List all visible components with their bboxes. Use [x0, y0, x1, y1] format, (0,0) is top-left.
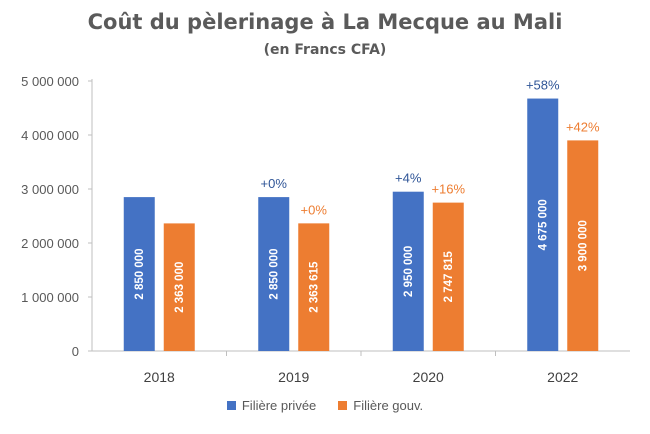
- change-label: +4%: [395, 171, 422, 186]
- bar-value-label: 2 363 615: [309, 261, 321, 313]
- y-tick-label: 3 000 000: [21, 182, 79, 197]
- x-tick-label: 2022: [547, 369, 578, 385]
- bar: [123, 197, 155, 351]
- change-label: +16%: [431, 182, 465, 197]
- bar: [298, 223, 330, 351]
- bar-value-label: 3 900 000: [578, 220, 590, 271]
- y-tick-label: 4 000 000: [21, 128, 79, 143]
- chart-legend: Filière privée Filière gouv.: [0, 398, 650, 413]
- change-label: +58%: [526, 78, 560, 93]
- chart-title: Coût du pèlerinage à La Mecque au Mali: [87, 10, 563, 34]
- y-tick-label: 0: [72, 344, 79, 359]
- bar: [432, 202, 464, 351]
- change-label: +0%: [301, 202, 328, 217]
- legend-label-private: Filière privée: [241, 398, 317, 413]
- change-label: +42%: [566, 119, 600, 134]
- bar-value-label: 2 950 000: [403, 246, 415, 297]
- x-tick-label: 2020: [413, 369, 444, 385]
- change-label: +0%: [261, 176, 288, 191]
- legend-swatch-private: [226, 401, 236, 410]
- bar: [567, 140, 599, 351]
- y-tick-label: 5 000 000: [21, 74, 79, 89]
- y-tick-label: 1 000 000: [21, 290, 79, 305]
- bar-value-label: 4 675 000: [538, 199, 550, 250]
- bar-value-label: 2 747 815: [443, 251, 455, 303]
- x-tick-label: 2018: [144, 369, 175, 385]
- legend-item-private: Filière privée: [226, 398, 317, 413]
- bar: [258, 197, 290, 351]
- bar: [527, 98, 559, 351]
- legend-label-gov: Filière gouv.: [353, 398, 424, 413]
- bar-value-label: 2 850 000: [134, 248, 146, 299]
- legend-item-gov: Filière gouv.: [338, 398, 423, 413]
- bar-value-label: 2 363 000: [174, 262, 186, 313]
- bar: [392, 191, 424, 351]
- legend-swatch-gov: [338, 401, 348, 410]
- bar-value-label: 2 850 000: [269, 248, 281, 299]
- x-tick-label: 2019: [278, 369, 309, 385]
- y-tick-label: 2 000 000: [21, 236, 79, 251]
- bar: [163, 223, 195, 351]
- chart-subtitle: (en Francs CFA): [263, 42, 387, 58]
